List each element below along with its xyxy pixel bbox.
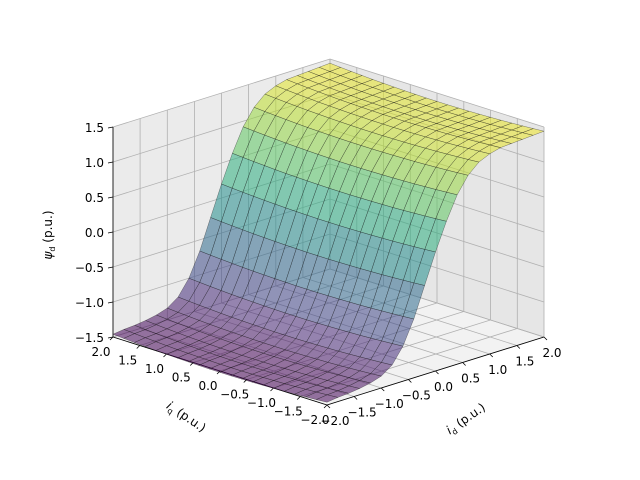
- x-tick-label: −2.0: [320, 414, 349, 428]
- surface-mesh: [112, 62, 545, 403]
- z-tick-label: 0.0: [85, 226, 104, 240]
- y-tick-label: 0.0: [198, 379, 217, 393]
- y-tick-mark: [189, 362, 194, 366]
- x-tick-mark: [326, 404, 331, 409]
- x-tick-label: −1.5: [348, 406, 377, 420]
- y-tick-label: −1.5: [274, 405, 303, 419]
- y-tick-label: −2.0: [300, 413, 329, 427]
- x-tick-label: 1.5: [515, 355, 534, 369]
- x-tick-mark: [380, 387, 385, 392]
- z-grid-line: [112, 58, 545, 128]
- z-tick-mark: [107, 161, 114, 164]
- z-tick-mark: [107, 231, 114, 234]
- y-tick-label: 1.0: [145, 362, 164, 376]
- z-tick-label: −1.5: [75, 331, 104, 345]
- x-tick-mark: [516, 345, 521, 349]
- y-tick-label: 1.5: [118, 354, 137, 368]
- z-tick-label: 0.5: [85, 191, 104, 205]
- x-tick-mark: [462, 362, 466, 366]
- y-tick-mark: [323, 404, 328, 409]
- x-tick-label: −0.5: [402, 389, 431, 403]
- x-tick-label: 2.0: [542, 346, 561, 360]
- x-tick-label: 0.5: [461, 372, 480, 386]
- z-tick-label: −1.0: [75, 296, 104, 310]
- x-tick-mark: [543, 336, 548, 341]
- tick-marks: [107, 126, 548, 409]
- y-tick-label: −1.0: [247, 396, 276, 410]
- z-tick-mark: [107, 266, 114, 269]
- z-tick-label: 1.0: [85, 156, 104, 170]
- y-tick-mark: [163, 353, 167, 358]
- z-tick-mark: [107, 301, 114, 304]
- x-tick-mark: [353, 396, 358, 400]
- y-tick-label: 2.0: [91, 345, 110, 359]
- x-tick-label: −1.0: [375, 397, 404, 411]
- z-axis-label: ψd (p.u.): [41, 210, 57, 259]
- z-tick-mark: [107, 126, 114, 129]
- y-tick-mark: [270, 387, 274, 392]
- z-tick-mark: [107, 196, 114, 199]
- y-tick-mark: [136, 345, 141, 349]
- z-tick-mark: [107, 336, 114, 339]
- x-tick-label: 0.0: [434, 380, 453, 394]
- y-tick-label: 0.5: [172, 371, 191, 385]
- z-tick-label: −0.5: [75, 261, 104, 275]
- tick-labels: −2.0−1.5−1.0−0.50.00.51.01.52.0−2.0−1.5−…: [75, 121, 562, 428]
- y-tick-mark: [243, 379, 248, 383]
- x-tick-mark: [435, 370, 439, 375]
- z-tick-label: 1.5: [85, 121, 104, 135]
- y-tick-mark: [296, 396, 301, 400]
- y-tick-mark: [216, 370, 221, 375]
- surface-cell: [315, 394, 339, 403]
- y-tick-label: −0.5: [220, 388, 249, 402]
- x-tick-mark: [408, 379, 412, 383]
- x-tick-label: 1.0: [488, 363, 507, 377]
- x-tick-mark: [489, 353, 494, 358]
